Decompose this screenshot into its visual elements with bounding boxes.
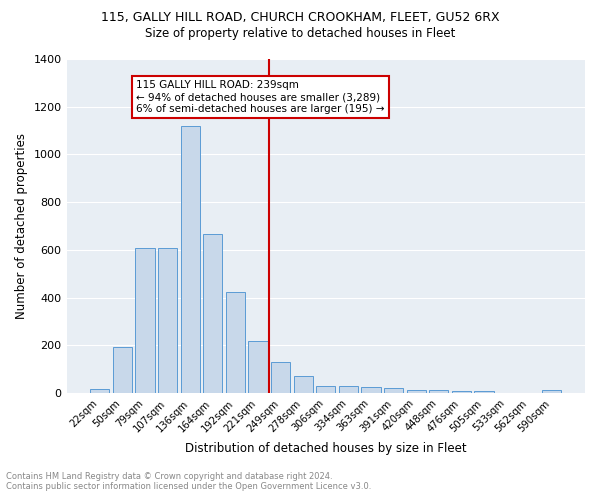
Bar [384, 388, 403, 393]
Y-axis label: Number of detached properties: Number of detached properties [15, 133, 28, 319]
Text: 115 GALLY HILL ROAD: 239sqm
← 94% of detached houses are smaller (3,289)
6% of s: 115 GALLY HILL ROAD: 239sqm ← 94% of det… [136, 80, 385, 114]
X-axis label: Distribution of detached houses by size in Fleet: Distribution of detached houses by size … [185, 442, 467, 455]
Bar [248, 340, 268, 393]
Bar [542, 390, 562, 393]
Text: Contains HM Land Registry data © Crown copyright and database right 2024.
Contai: Contains HM Land Registry data © Crown c… [6, 472, 371, 491]
Bar [136, 248, 155, 393]
Text: Size of property relative to detached houses in Fleet: Size of property relative to detached ho… [145, 28, 455, 40]
Bar [293, 376, 313, 393]
Bar [339, 386, 358, 393]
Bar [203, 234, 223, 393]
Bar [361, 387, 380, 393]
Bar [181, 126, 200, 393]
Text: 115, GALLY HILL ROAD, CHURCH CROOKHAM, FLEET, GU52 6RX: 115, GALLY HILL ROAD, CHURCH CROOKHAM, F… [101, 11, 499, 24]
Bar [407, 390, 426, 393]
Bar [429, 390, 448, 393]
Bar [226, 292, 245, 393]
Bar [113, 346, 132, 393]
Bar [158, 248, 177, 393]
Bar [475, 391, 494, 393]
Bar [452, 391, 471, 393]
Bar [316, 386, 335, 393]
Bar [90, 389, 109, 393]
Bar [271, 362, 290, 393]
